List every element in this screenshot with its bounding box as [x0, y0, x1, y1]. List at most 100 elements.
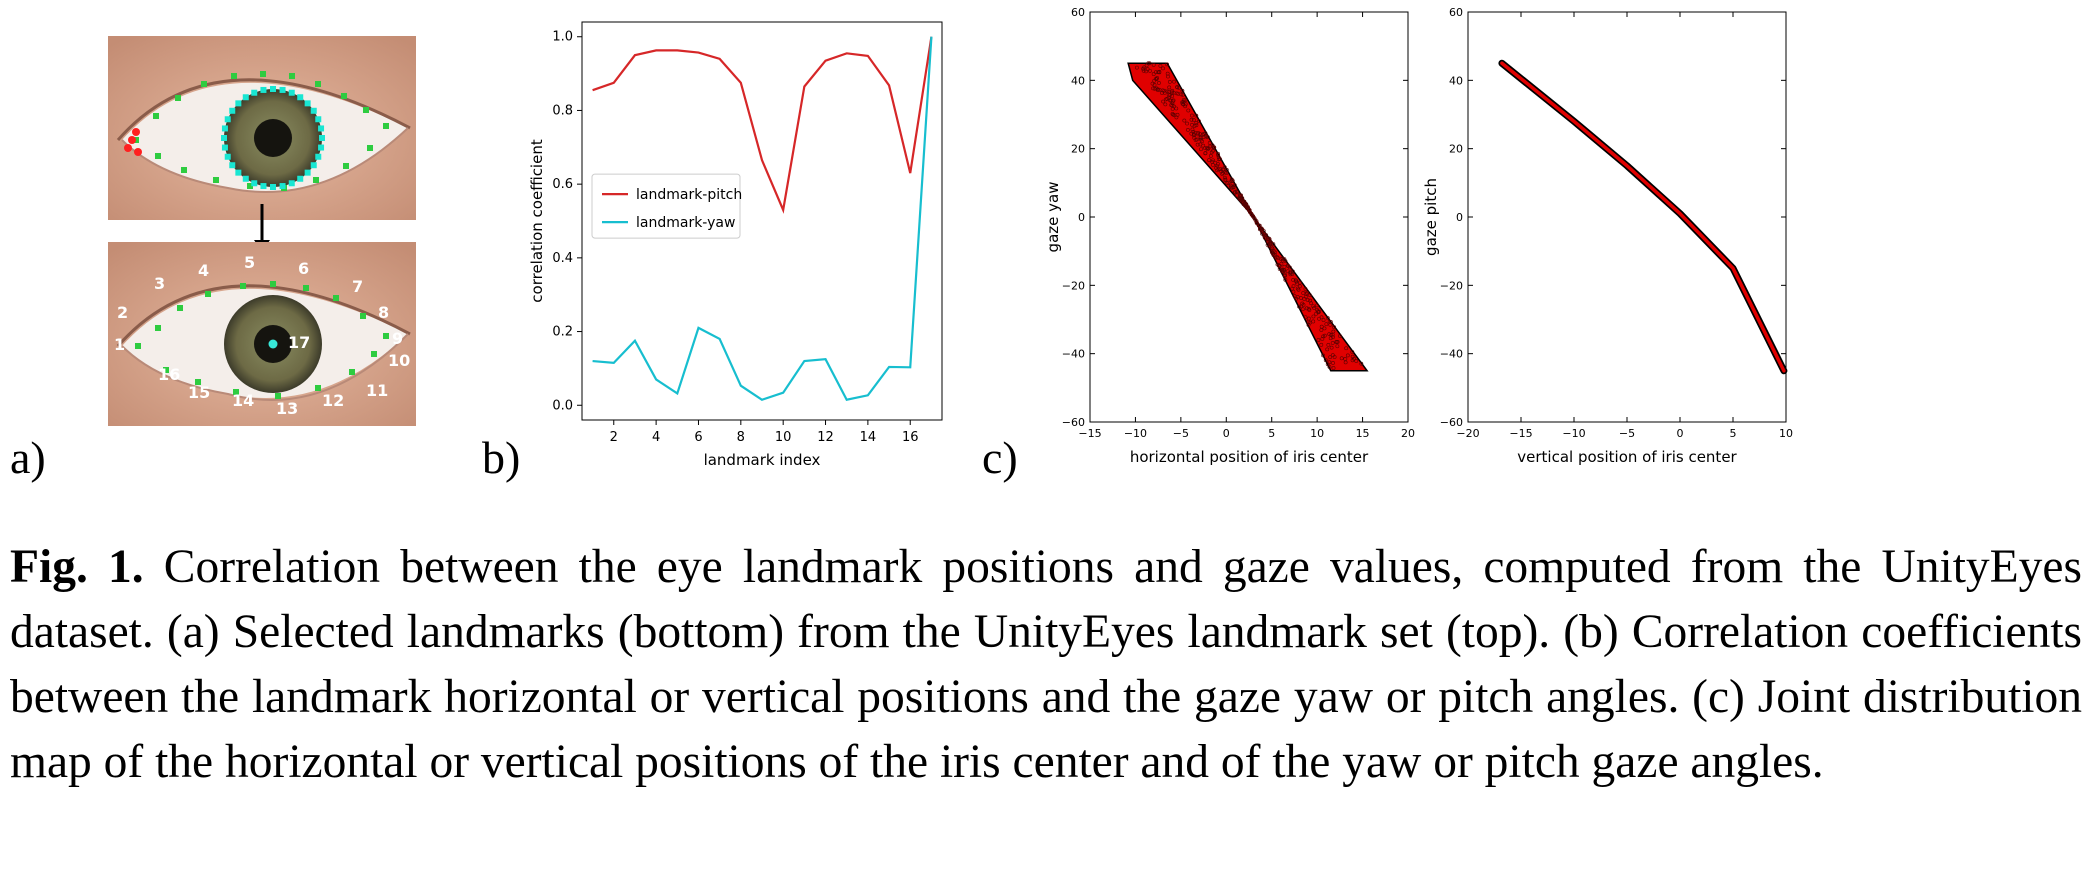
iris-dot — [221, 135, 227, 141]
landmark-dot — [240, 283, 246, 289]
scatter-point — [1212, 145, 1217, 150]
landmark-dot — [315, 385, 321, 391]
scatter-point — [1228, 183, 1233, 188]
landmark-number: 9 — [392, 329, 403, 348]
bottom-landmark-dots — [135, 281, 389, 399]
series-line-landmark-pitch — [592, 36, 933, 214]
scatter-point — [1282, 268, 1287, 273]
yaw-joint-distribution-chart: −15 −10 −5 0 5 10 15 20 −60 −40 −20 0 20 40 60 horizont… — [1044, 6, 1415, 466]
scatter-point — [1277, 263, 1281, 268]
y-tick-label: 0.6 — [552, 177, 573, 192]
scatter-point — [1297, 304, 1302, 309]
scatter-point — [1146, 61, 1151, 66]
scatter-point — [1147, 61, 1152, 66]
scatter-point — [1308, 298, 1313, 303]
scatter-point — [1183, 104, 1188, 109]
y-tick-label: 0 — [1078, 211, 1085, 224]
scatter-point — [1198, 135, 1203, 140]
scatter-point — [1290, 269, 1295, 274]
x-tick-label: 8 — [737, 430, 745, 445]
landmark-number: 8 — [378, 303, 389, 322]
scatter-point — [1327, 360, 1332, 365]
scatter-point — [1152, 78, 1157, 83]
scatter-point — [1305, 298, 1310, 302]
iris-dot — [260, 86, 267, 93]
iris-dot — [318, 125, 325, 132]
scatter-point — [1207, 141, 1212, 145]
scatter-point — [1326, 343, 1331, 347]
landmark-number: 2 — [117, 303, 128, 322]
landmark-dot — [363, 107, 369, 113]
landmark-number: 15 — [188, 383, 210, 402]
scatter-point — [1160, 91, 1164, 95]
y-axis-label: gaze pitch — [1422, 178, 1440, 256]
landmark-number: 11 — [366, 381, 388, 400]
scatter-point — [1151, 86, 1155, 91]
scatter-point — [1206, 146, 1211, 151]
scatter-point — [1170, 103, 1175, 108]
scatter-point — [1179, 92, 1184, 97]
x-tick-label: 16 — [902, 430, 919, 445]
landmark-dot — [341, 93, 347, 99]
landmark-dot — [195, 379, 201, 385]
caruncle-dot — [134, 148, 142, 156]
scatter-point — [1282, 264, 1287, 269]
landmark-number: 7 — [352, 277, 363, 296]
y-tick-label: 0.2 — [552, 325, 573, 340]
x-tick-label: 4 — [652, 430, 660, 445]
scatter-point — [1330, 353, 1335, 358]
landmark-number: 10 — [388, 351, 410, 370]
scatter-point — [1209, 150, 1214, 155]
scatter-point — [1175, 85, 1179, 89]
scatter-point — [1163, 102, 1168, 107]
y-tick-label: −40 — [1440, 348, 1463, 361]
scatter-curve — [1500, 61, 1786, 373]
scatter-point — [1215, 168, 1219, 173]
iris-dot — [221, 125, 228, 132]
scatter-point — [1254, 220, 1259, 225]
scatter-point — [1282, 273, 1287, 278]
series-line-landmark-yaw — [592, 36, 933, 401]
x-tick-label: 10 — [775, 430, 792, 445]
scatter-point — [1215, 163, 1220, 168]
x-tick-label: −10 — [1562, 427, 1585, 440]
iris-dot — [242, 175, 249, 182]
scatter-point — [1332, 325, 1337, 330]
iris-dot — [270, 184, 276, 190]
scatter-point — [1324, 322, 1329, 327]
x-tick-label: 0 — [1223, 427, 1230, 440]
caption-label: Fig. 1. — [10, 541, 144, 593]
iris-dot — [279, 183, 286, 190]
scatter-point — [1328, 336, 1333, 341]
x-tick-label: −5 — [1173, 427, 1189, 440]
scatter-point — [1303, 315, 1308, 320]
scatter-point — [1291, 289, 1296, 294]
iris-dot — [297, 94, 304, 101]
legend-label: landmark-yaw — [636, 215, 735, 231]
y-tick-label: 0.4 — [552, 251, 573, 266]
scatter-point — [1239, 198, 1243, 202]
figure-caption: Fig. 1. Correlation between the eye land… — [10, 535, 2082, 795]
landmark-dot — [371, 351, 377, 357]
landmark-number: 5 — [244, 253, 255, 272]
plot-frame — [581, 21, 943, 421]
scatter-point — [1151, 72, 1156, 76]
scatter-point — [1195, 142, 1200, 147]
scatter-point — [1296, 287, 1301, 292]
scatter-point — [1203, 151, 1208, 155]
y-tick-label: 20 — [1449, 143, 1463, 156]
scatter-point — [1350, 350, 1355, 354]
scatter-point — [1260, 228, 1264, 233]
iris-dot — [288, 180, 295, 187]
scatter-point — [1135, 65, 1139, 70]
scatter-point — [1160, 88, 1165, 93]
scatter-point — [1321, 353, 1326, 358]
scatter-point — [1311, 304, 1316, 309]
scatter-point — [1194, 121, 1199, 125]
scatter-points — [1135, 61, 1364, 370]
scatter-point — [1288, 272, 1293, 277]
landmark-dot — [155, 153, 161, 159]
x-tick-label: 14 — [860, 430, 877, 445]
scatter-point — [1316, 338, 1321, 342]
